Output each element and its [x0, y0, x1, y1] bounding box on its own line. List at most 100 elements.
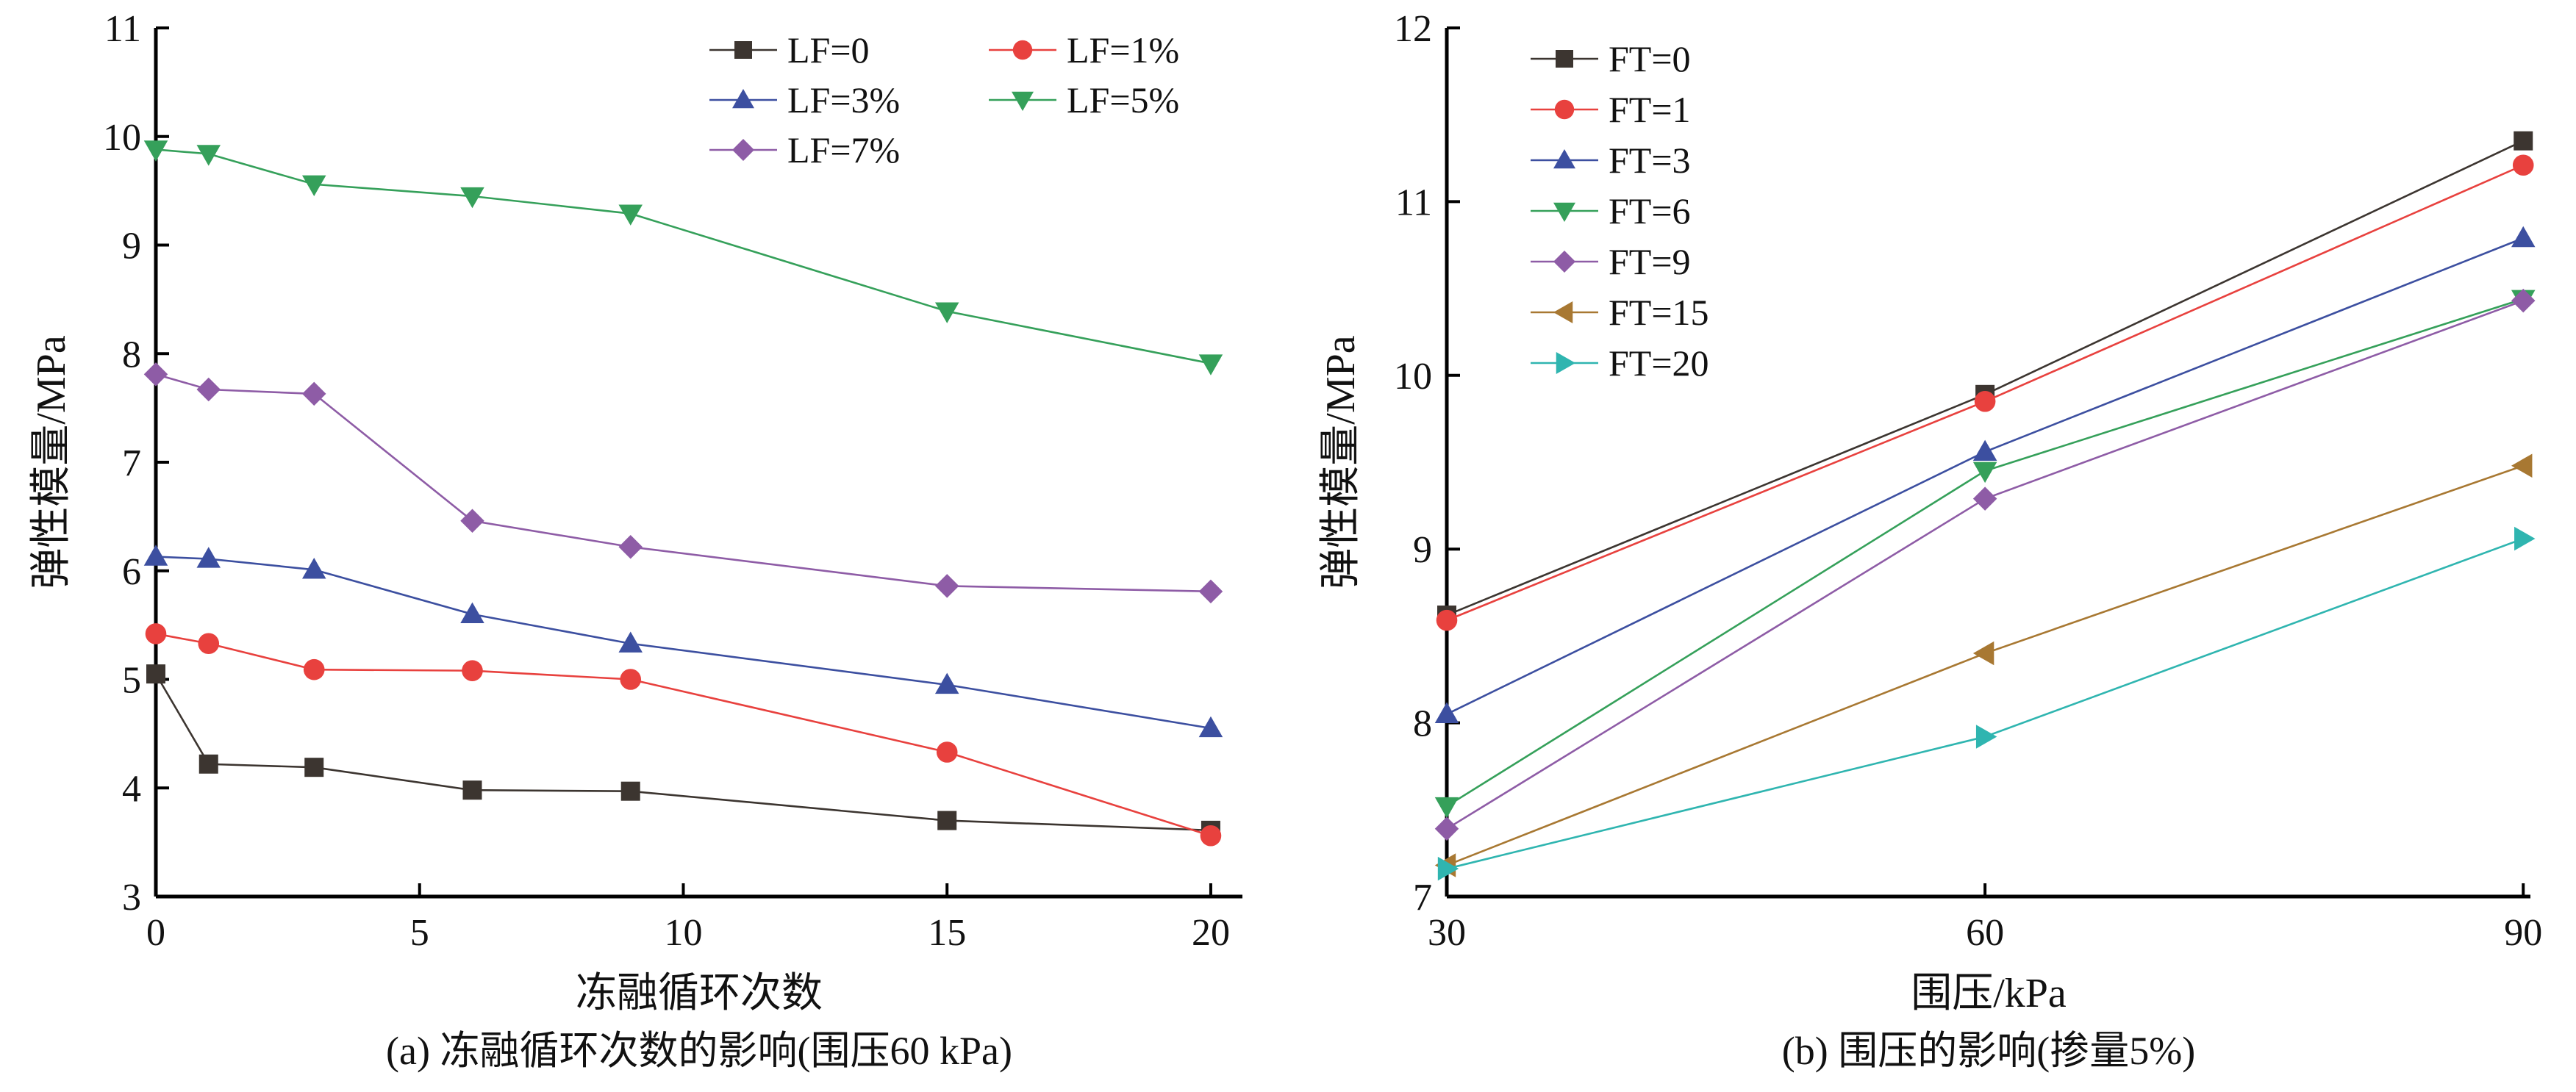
panel-a-legend: LF=0 LF=1% LF=3% LF=5% LF=7%: [709, 29, 1179, 170]
panel-a-series-2: [143, 545, 1223, 738]
panel-a-data-point: [462, 780, 482, 800]
panel-b-series-line: [1446, 537, 2524, 870]
panel-b-legend-label: FT=6: [1609, 190, 1691, 231]
panel-a-y-tick-label: 6: [122, 551, 141, 593]
panel-a-x-tick-label: 20: [1192, 912, 1230, 954]
panel-b-data-point: [1972, 641, 1994, 666]
panel-b-data-point: [1434, 816, 1459, 841]
panel-b-legend-item: FT=0: [1531, 38, 1691, 79]
panel-a-legend-label: LF=0: [787, 29, 870, 71]
panel-a-data-point: [301, 175, 326, 197]
panel-a-data-point: [460, 602, 484, 624]
panel-b-x-axis-label: 围压/kPa: [1911, 971, 2067, 1016]
panel-b-data-point: [1434, 702, 1459, 723]
panel-a-data-point: [936, 741, 958, 763]
panel-a-series-line: [155, 556, 1212, 730]
panel-a-data-point: [196, 547, 221, 568]
panel-a-data-point: [462, 660, 483, 681]
panel-a-data-point: [934, 672, 959, 694]
chart-panel-a: 3 4 5 6 7 8 9 10 11 0 5 10 15 20 冻融循环次数 弹性模量/MPa (a) 冻融循…: [29, 8, 1242, 1073]
panel-b-data-point: [1972, 461, 1997, 484]
panel-a-data-point: [143, 140, 168, 162]
panel-a-data-point: [304, 758, 324, 777]
panel-a-data-point: [196, 145, 221, 166]
panel-b-data-point: [1437, 856, 1459, 881]
panel-a-data-point: [303, 658, 325, 680]
panel-a-series-1: [145, 623, 1222, 847]
panel-a-series-line: [154, 673, 1211, 832]
panel-a-series-3: [143, 140, 1223, 376]
panel-a-y-tick-label: 3: [122, 877, 141, 919]
panel-a-data-point: [934, 302, 959, 323]
panel-a-data-point: [620, 669, 642, 690]
panel-a-data-point: [198, 633, 220, 655]
panel-b-series-line: [1446, 464, 2524, 866]
panel-a-y-tick-label: 11: [104, 8, 141, 50]
panel-b-legend-label: FT=1: [1609, 89, 1691, 130]
panel-a-data-point: [196, 377, 221, 402]
panel-b-legend-label: FT=9: [1609, 241, 1691, 282]
panel-a-data-point: [143, 545, 168, 566]
panel-a-data-point: [460, 187, 484, 209]
panel-b-legend-marker: [1553, 202, 1575, 222]
panel-b-series-2: [1434, 226, 2536, 723]
panel-b-legend-label: FT=15: [1609, 292, 1709, 333]
panel-b-legend-marker: [1553, 301, 1573, 323]
panel-a-data-point: [937, 811, 957, 830]
panel-b-data-point: [2514, 526, 2536, 551]
panel-a-legend-label: LF=3%: [787, 79, 900, 121]
panel-b-data-point: [2514, 131, 2533, 151]
panel-a-legend-label: LF=5%: [1067, 79, 1179, 121]
panel-b-series-6: [1437, 526, 2536, 881]
panel-a-data-point: [934, 574, 959, 598]
panel-a-data-point: [1198, 579, 1223, 604]
panel-b-data-point: [1972, 439, 1997, 461]
panel-b-legend-label: FT=0: [1609, 38, 1691, 79]
panel-a-legend-item: LF=1%: [989, 29, 1179, 71]
panel-b-data-point: [2511, 453, 2533, 478]
panel-b-legend: FT=0 FT=1 FT=3 FT=6 FT=9 FT=15 FT=20: [1531, 38, 1709, 384]
panel-b-legend-marker: [1553, 149, 1575, 169]
panel-a-legend-item: LF=7%: [709, 129, 900, 170]
panel-a-y-tick-label: 8: [122, 334, 141, 376]
panel-a-legend-marker: [732, 89, 754, 109]
panel-b-x-tick-label: 30: [1428, 912, 1466, 954]
panel-a-data-point: [620, 781, 640, 801]
panel-b-data-point: [1974, 390, 1996, 412]
chart-panel-b: 7 8 9 10 11 12 30 60 90 围压/kPa 弹性模量/MPa (b) 围压的影响(掺…: [1318, 8, 2542, 1073]
panel-a-y-tick-label: 9: [122, 226, 141, 267]
panel-b-legend-marker: [1556, 352, 1575, 374]
panel-a-data-point: [301, 381, 326, 406]
panel-b-y-axis-label: 弹性模量/MPa: [1318, 335, 1364, 589]
panel-b-series-4: [1434, 288, 2536, 841]
panel-a-data-point: [618, 534, 643, 559]
panel-b-x-tick-label: 60: [1966, 912, 2004, 954]
panel-b-data-point: [1972, 486, 1997, 511]
panel-b-y-tick-label: 10: [1394, 356, 1432, 398]
panel-a-data-point: [1200, 825, 1222, 847]
panel-b-legend-label: FT=3: [1609, 140, 1691, 181]
panel-a-legend-marker: [1012, 91, 1034, 111]
panel-a-legend-label: LF=7%: [787, 129, 900, 170]
panel-a-y-tick-label: 4: [122, 768, 141, 810]
panel-b-series-1: [1436, 154, 2534, 631]
panel-b-data-point: [2512, 154, 2534, 176]
panel-a-y-axis-label: 弹性模量/MPa: [29, 335, 74, 589]
panel-a-data-point: [301, 558, 326, 579]
panel-a-legend-label: LF=1%: [1067, 29, 1179, 71]
panel-b-legend-marker: [1553, 251, 1575, 273]
panel-b-x-tick-label: 90: [2504, 912, 2542, 954]
panel-a-data-point: [146, 664, 165, 684]
panel-b-legend-item: FT=3: [1531, 140, 1691, 181]
panel-a-legend-item: LF=0: [709, 29, 870, 71]
panel-a-x-tick-label: 15: [928, 912, 966, 954]
panel-b-series-0: [1437, 131, 2533, 625]
panel-b-data-point: [2511, 288, 2536, 313]
panel-a-legend-marker: [734, 41, 752, 59]
panel-a-x-tick-label: 10: [664, 912, 702, 954]
panel-b-y-tick-label: 8: [1413, 703, 1432, 745]
panel-b-data-point: [2511, 226, 2536, 248]
panel-a-x-tick-label: 5: [410, 912, 429, 954]
panel-a-data-point: [143, 362, 168, 387]
